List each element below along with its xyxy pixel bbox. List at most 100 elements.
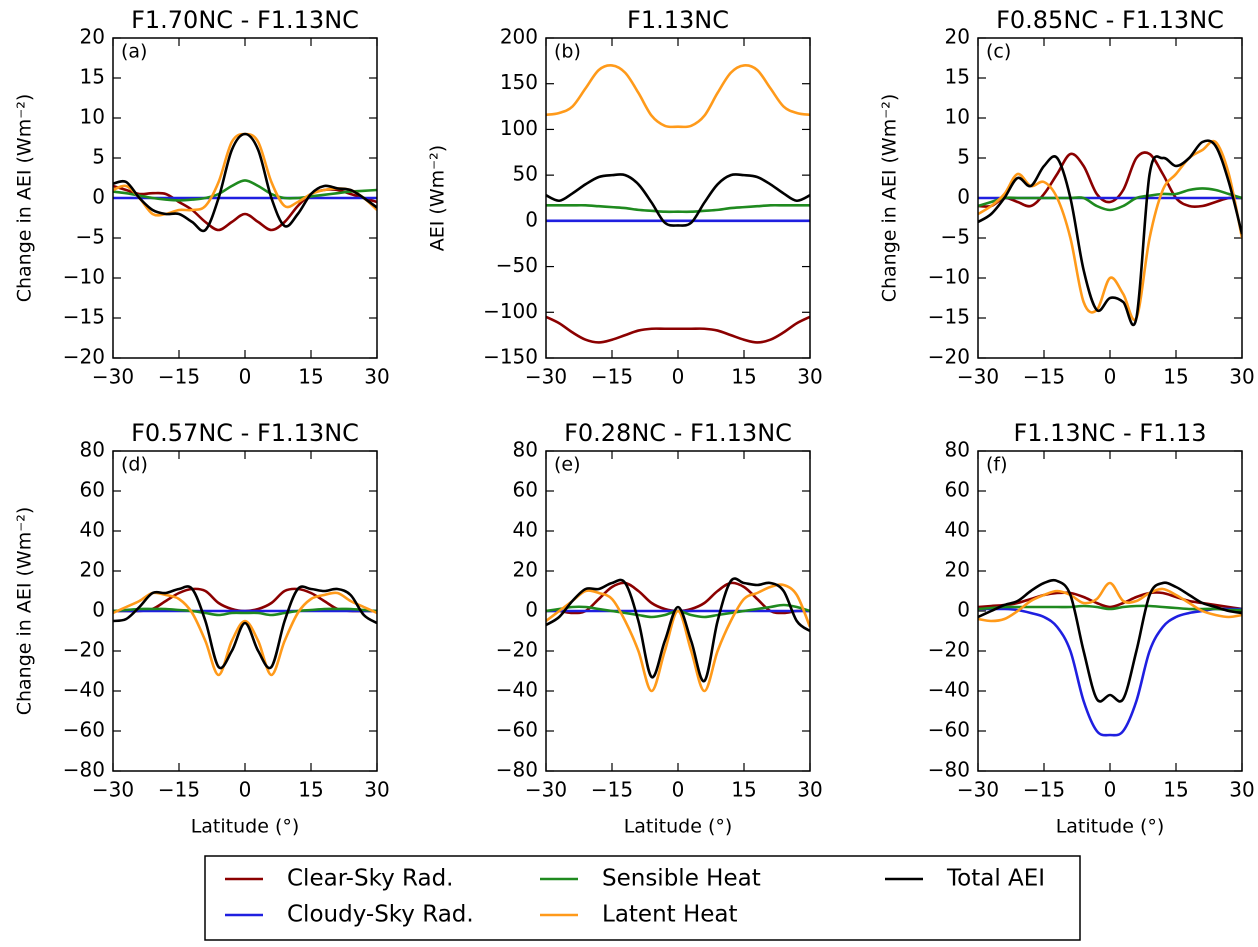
plot-frame [545,450,811,772]
series-line [113,591,377,677]
x-tick-label: 15 [731,365,756,389]
y-tick-label: 150 [500,70,538,94]
panel: F0.28NC - F1.13NC (e) Latitude (°) −30 −15 0 1… [496,419,823,838]
panel-title: F0.57NC - F1.13NC [131,419,359,447]
panel-title: F1.13NC [627,6,729,34]
x-tick-label: 0 [672,778,685,802]
legend-frame [204,855,1081,941]
y-tick-label: 0 [92,185,105,209]
x-tick-label: 0 [239,365,252,389]
y-axis-label: Change in AEI (Wm⁻²) [14,507,36,716]
x-tick-label: −15 [158,365,200,389]
series-line [113,179,377,202]
series-line [978,139,1242,322]
panel: F1.70NC - F1.13NC (a) Change in AEI (Wm⁻²)… [14,6,390,389]
y-tick-label: −60 [496,718,538,742]
y-tick-label: −10 [63,265,105,289]
y-tick-label: 10 [80,105,105,129]
lines [546,64,810,344]
legend-label: Latent Heat [602,902,738,928]
y-tick-label: 40 [513,518,538,542]
y-tick-label: 0 [92,598,105,622]
y-tick-label: −5 [76,225,105,249]
panel-label: (a) [121,41,147,63]
series-line [978,151,1242,209]
x-tick-label: −30 [92,778,134,802]
y-tick-label: −20 [63,638,105,662]
x-tick-label: 0 [239,778,252,802]
x-tick-label: 30 [364,365,389,389]
legend-label: Total AEI [946,866,1045,892]
panel-title: F0.28NC - F1.13NC [564,419,792,447]
y-tick-label: −40 [496,678,538,702]
lines [113,132,377,233]
series-line [978,139,1242,327]
x-tick-label: 15 [1163,778,1188,802]
y-tick-label: −20 [928,345,970,369]
lines [546,577,810,693]
plot-frame [112,37,378,359]
y-tick-label: −60 [63,718,105,742]
series-line [978,578,1242,703]
y-tick-label: 40 [80,518,105,542]
y-tick-label: 60 [513,478,538,502]
y-tick-label: 60 [945,478,970,502]
y-tick-label: 0 [957,598,970,622]
x-axis-label: Latitude (°) [191,816,300,838]
legend: Clear-Sky Rad. Cloudy-Sky Rad. Sensible He… [204,855,1081,941]
x-tick-label: 30 [797,365,822,389]
y-tick-label: −5 [941,225,970,249]
y-tick-label: 20 [513,558,538,582]
x-tick-label: 30 [797,778,822,802]
y-tick-label: 15 [945,65,970,89]
y-tick-label: −80 [496,758,538,782]
lines [113,585,377,677]
panel: F1.13NC - F1.13(f) Latitude (°) −30 −15 0 15 3… [928,419,1255,838]
plot-frame [112,450,378,772]
series-line [978,581,1242,623]
series-line [113,132,377,217]
plot-frame [977,37,1243,359]
x-tick-label: −30 [957,778,999,802]
legend-label: Cloudy-Sky Rad. [287,902,474,928]
y-tick-label: 20 [945,558,970,582]
series-line [113,585,377,670]
x-tick-label: 0 [1104,778,1117,802]
y-tick-label: 0 [525,207,538,231]
y-tick-label: 5 [957,145,970,169]
x-tick-label: 30 [1229,778,1254,802]
y-tick-label: −80 [928,758,970,782]
y-tick-label: 0 [525,598,538,622]
y-axis-label: Change in AEI (Wm⁻²) [879,94,901,303]
y-tick-label: −100 [483,299,538,323]
y-tick-label: −10 [928,265,970,289]
x-tick-label: 15 [298,365,323,389]
panel-title: F1.13NC - F1.13 [1013,419,1206,447]
x-tick-label: −15 [591,778,633,802]
y-tick-label: −40 [63,678,105,702]
y-tick-label: −20 [496,638,538,662]
panel-label: (c) [986,41,1011,63]
panel-title: F1.70NC - F1.13NC [131,6,359,34]
y-tick-label: −150 [483,345,538,369]
x-tick-label: 15 [298,778,323,802]
series-line [546,203,810,214]
x-tick-label: −15 [591,365,633,389]
y-axis-label: Change in AEI (Wm⁻²) [14,94,36,303]
series-line [113,607,377,617]
y-tick-label: 20 [80,25,105,49]
series-line [978,607,1242,737]
y-tick-label: 40 [945,518,970,542]
x-tick-label: 0 [1104,365,1117,389]
y-axis-label: AEI (Wm⁻²) [427,145,449,251]
series-line [978,187,1242,212]
y-tick-label: 20 [945,25,970,49]
x-axis-label: Latitude (°) [624,816,733,838]
y-tick-label: −60 [928,718,970,742]
panel-label: (b) [554,41,581,63]
y-tick-label: 15 [80,65,105,89]
legend-label: Sensible Heat [602,866,761,892]
x-tick-label: −30 [92,365,134,389]
lines [978,578,1242,737]
